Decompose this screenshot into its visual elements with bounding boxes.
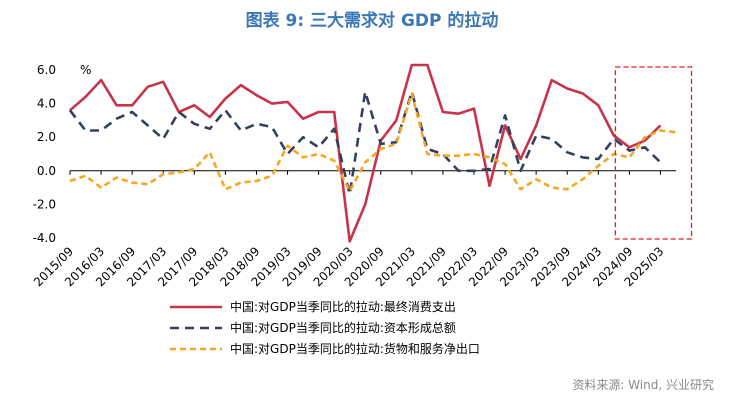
series-line-1 [69,63,662,243]
highlight-rect [614,66,693,240]
legend: 中国:对GDP当季同比的拉动:最终消费支出中国:对GDP当季同比的拉动:资本形成… [170,299,480,356]
chart-title: 图表 9: 三大需求对 GDP 的拉动 [245,11,499,31]
y-tick-label: 6.0 [37,63,56,77]
series-line-3 [69,92,677,193]
y-tick-label: -2.0 [33,197,56,211]
y-tick-label: 4.0 [37,97,56,111]
series-lines [68,63,677,243]
legend-label-3: 中国:对GDP当季同比的拉动:货物和服务净出口 [230,341,480,356]
y-tick-label: -4.0 [33,231,56,245]
y-tick-label: 0.0 [37,164,56,178]
series-line-2 [68,90,662,196]
y-axis-unit: % [80,63,91,77]
legend-label-2: 中国:对GDP当季同比的拉动:资本形成总额 [230,320,456,335]
source-note: 资料来源: Wind, 兴业研究 [572,378,714,392]
y-tick-label: 2.0 [37,130,56,144]
legend-label-1: 中国:对GDP当季同比的拉动:最终消费支出 [230,299,456,314]
highlight-box [614,66,693,240]
